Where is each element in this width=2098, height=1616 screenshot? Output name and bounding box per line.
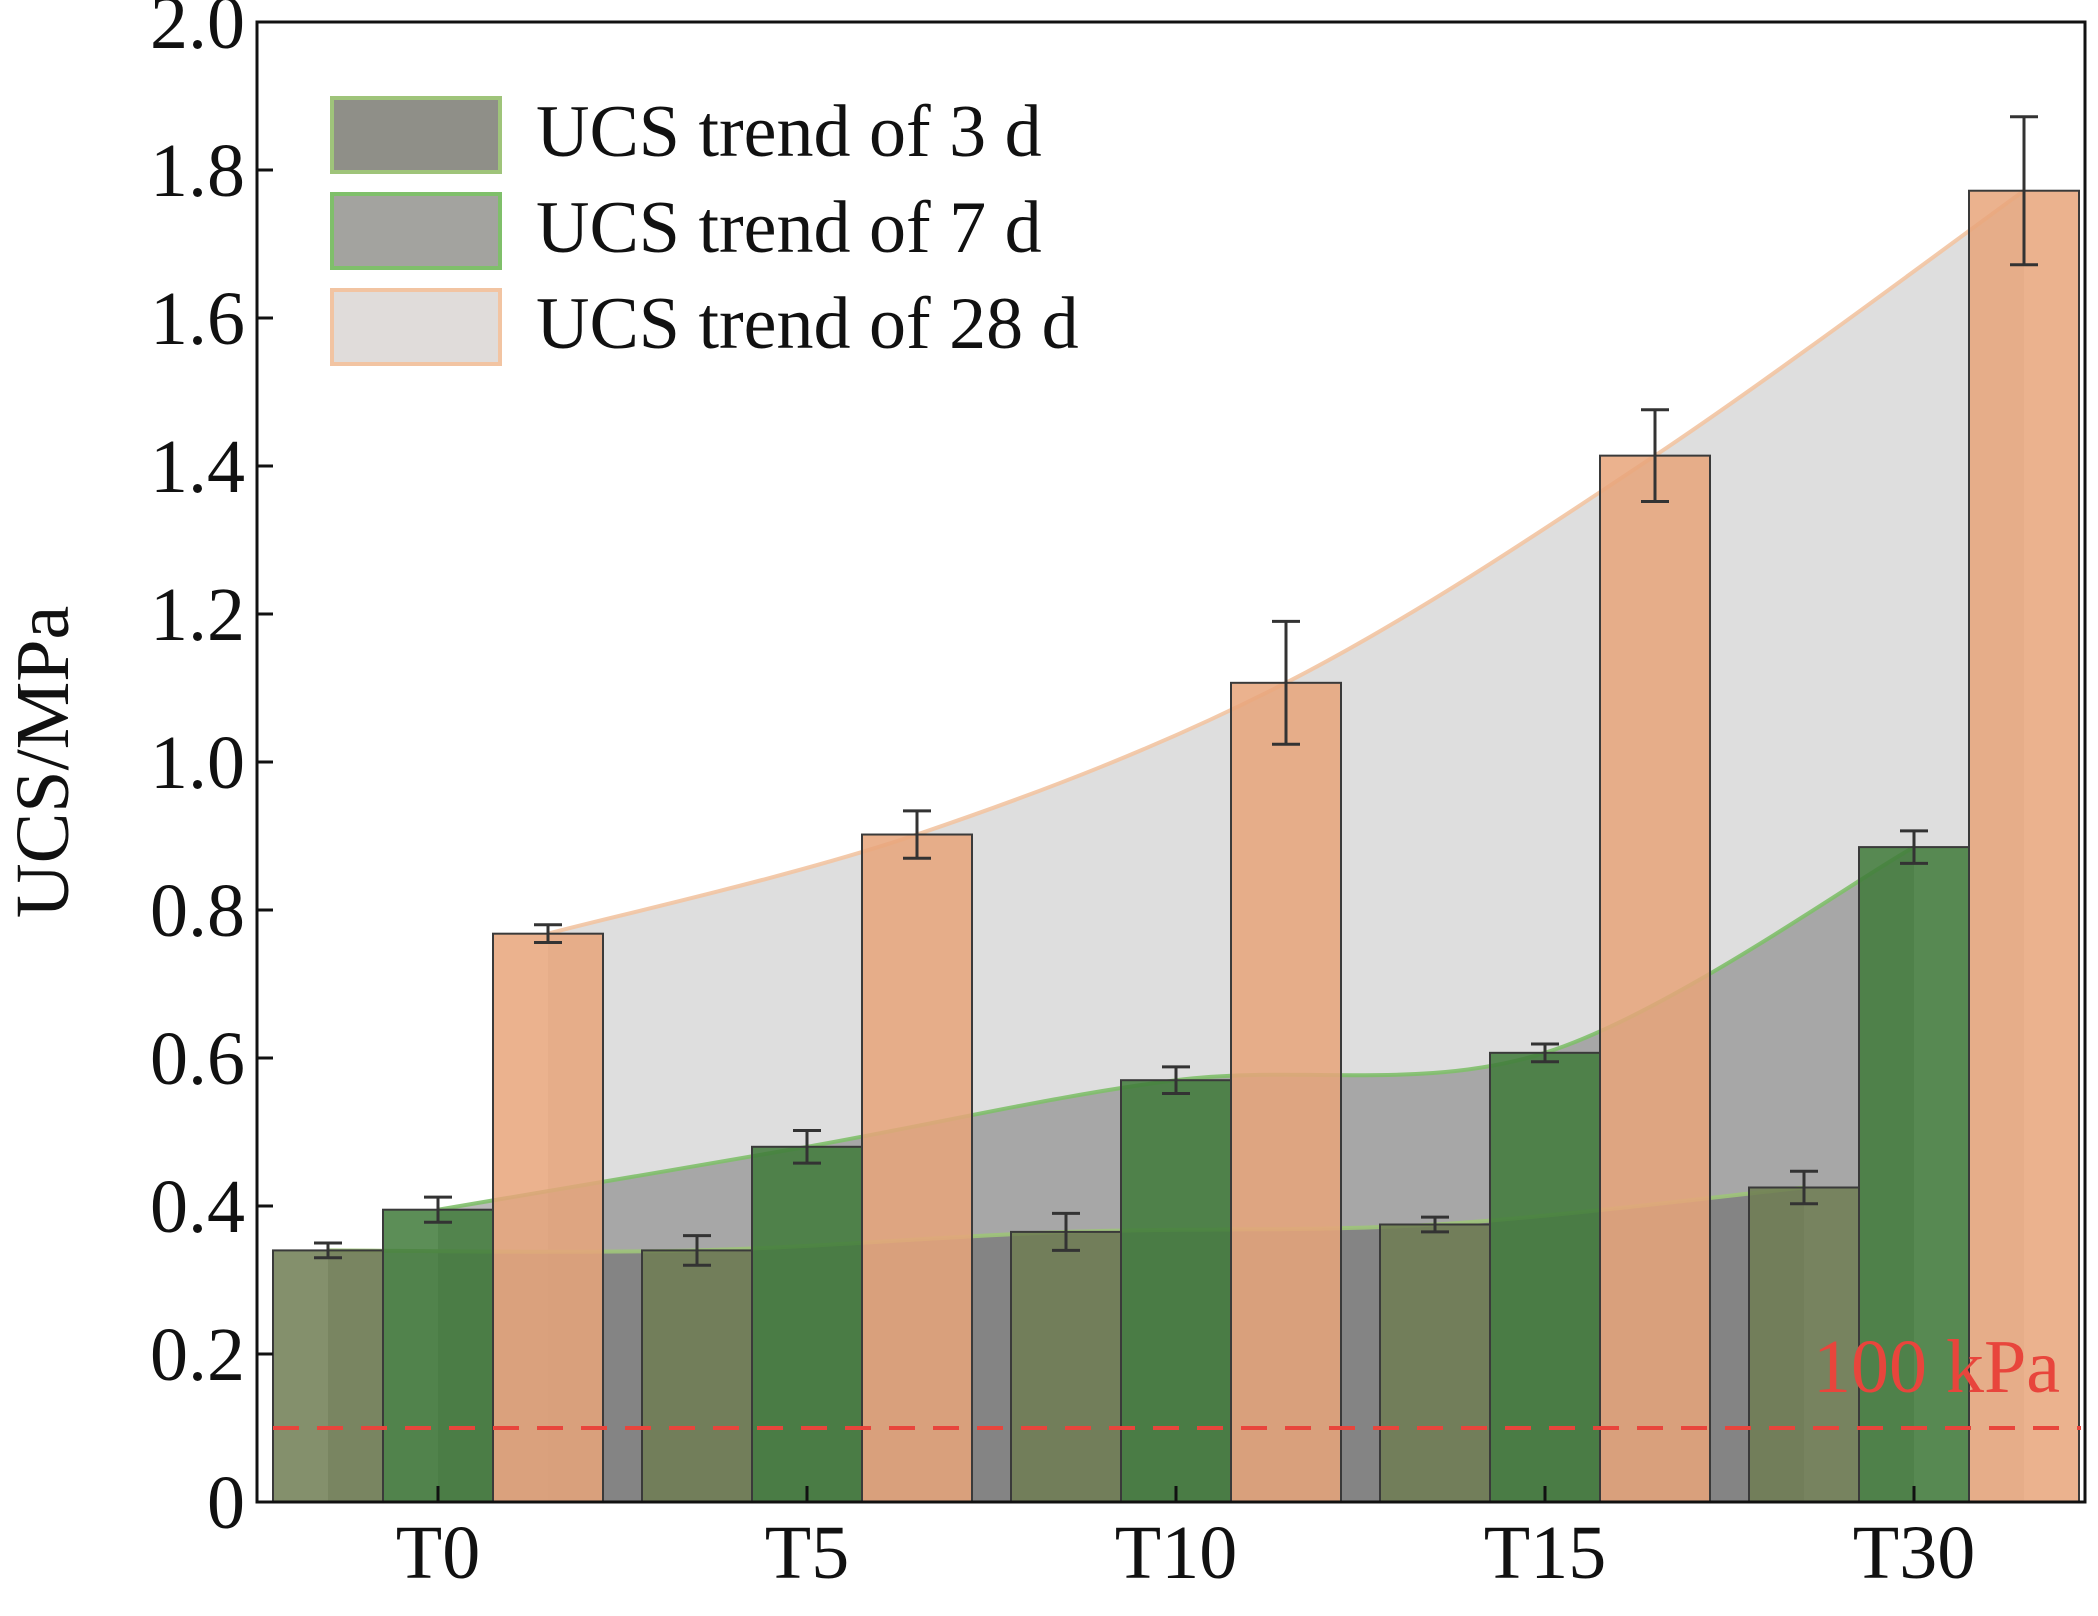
- error-bar-t10-series-0: [1052, 1211, 1080, 1252]
- y-tick-label: 0: [207, 1461, 245, 1545]
- error-bar-t0-series-0: [314, 1241, 342, 1260]
- x-tick-label: T0: [396, 1511, 480, 1595]
- y-tick-label: 0.6: [150, 1017, 245, 1101]
- reference-line-label: 100 kPa: [1813, 1325, 2060, 1409]
- bar-t5-series-0: [641, 1249, 753, 1504]
- y-axis-title: UCS/MPa: [1, 606, 85, 919]
- bar-t10-series-0: [1010, 1230, 1122, 1504]
- bar-t15-series-2: [1599, 454, 1711, 1503]
- x-tick-label: T5: [765, 1511, 849, 1595]
- error-bar-t0-series-2: [534, 923, 562, 945]
- error-bar-t30-series-0: [1790, 1169, 1818, 1206]
- y-tick-label: 1.0: [150, 721, 245, 805]
- y-tick-label: 1.2: [150, 573, 245, 657]
- reference-line-layer: 100 kPa: [273, 1325, 2081, 1430]
- y-tick-label: 1.4: [150, 425, 245, 509]
- error-bar-t0-series-1: [424, 1195, 452, 1224]
- legend-item-1: UCS trend of 7 d: [330, 187, 1042, 270]
- bar-t5-series-1: [751, 1145, 863, 1504]
- y-tick-label: 1.6: [150, 277, 245, 361]
- error-bar-t30-series-2: [2010, 115, 2038, 267]
- y-tick-label: 2.0: [150, 0, 245, 65]
- bar-t5-series-2: [861, 833, 973, 1503]
- error-bar-t5-series-0: [683, 1234, 711, 1267]
- error-bar-t5-series-1: [793, 1129, 821, 1165]
- bar-t0-series-2: [492, 932, 604, 1503]
- legend: UCS trend of 3 d UCS trend of 7 d UCS tren…: [330, 91, 1079, 366]
- bar-t10-series-2: [1230, 681, 1342, 1503]
- error-bar-t15-series-1: [1531, 1042, 1559, 1064]
- bar-t30-series-1: [1858, 846, 1970, 1503]
- error-bar-t5-series-2: [903, 809, 931, 860]
- y-tick-label: 0.4: [150, 1165, 245, 1249]
- bar-t30-series-0: [1748, 1186, 1860, 1503]
- legend-item-2: UCS trend of 28 d: [330, 283, 1079, 366]
- error-bar-t10-series-2: [1272, 619, 1300, 746]
- legend-label: UCS trend of 7 d: [536, 187, 1042, 269]
- legend-label: UCS trend of 3 d: [536, 91, 1042, 173]
- bar-t15-series-0: [1379, 1223, 1491, 1503]
- x-tick-label: T15: [1484, 1511, 1606, 1595]
- x-tick-label: T30: [1853, 1511, 1975, 1595]
- legend-swatch: [330, 192, 502, 270]
- bar-t10-series-1: [1120, 1079, 1232, 1503]
- error-bar-layer: [314, 115, 2038, 1267]
- bar-t0-series-1: [382, 1208, 494, 1503]
- error-bar-t10-series-1: [1162, 1065, 1190, 1096]
- error-bar-t15-series-2: [1641, 408, 1669, 504]
- y-tick-label: 0.8: [150, 869, 245, 953]
- legend-label: UCS trend of 28 d: [536, 283, 1079, 365]
- bar-layer: [272, 189, 2080, 1504]
- bar-t0-series-0: [272, 1249, 384, 1504]
- y-tick-label: 0.2: [150, 1313, 245, 1397]
- error-bar-t30-series-1: [1900, 829, 1928, 865]
- legend-swatch: [330, 288, 502, 366]
- trend-curve-2: [547, 189, 2026, 936]
- x-tick-label: T10: [1115, 1511, 1237, 1595]
- legend-swatch: [330, 96, 502, 174]
- bar-t15-series-1: [1489, 1051, 1601, 1503]
- y-tick-label: 1.8: [150, 129, 245, 213]
- bar-t30-series-2: [1968, 189, 2080, 1504]
- legend-item-0: UCS trend of 3 d: [330, 91, 1042, 174]
- error-bar-t15-series-0: [1421, 1215, 1449, 1234]
